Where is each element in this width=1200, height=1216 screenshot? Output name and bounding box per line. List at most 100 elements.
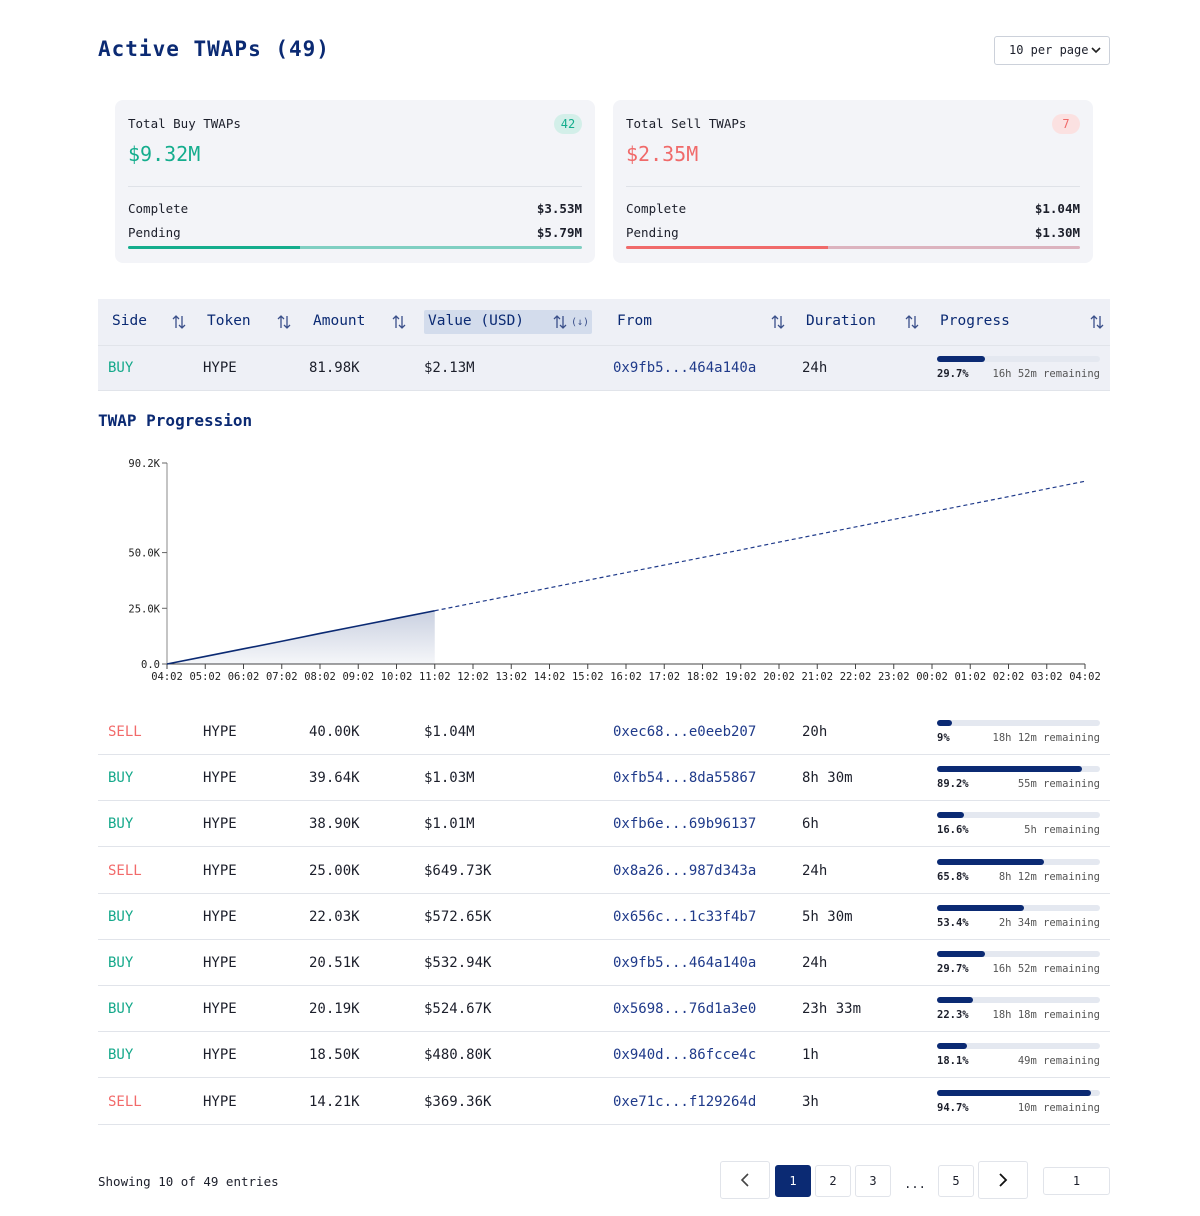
table-row[interactable]: BUY HYPE 20.51K $532.94K 0x9fb5...464a140a 24… [0,940,1200,986]
next-icon [999,1173,1008,1187]
row-background [98,848,1110,894]
sort-icon[interactable] [172,315,186,329]
card-total: $9.32M [128,142,201,166]
table-row[interactable]: SELL HYPE 14.21K $369.36K 0xe71c...f129264d 3… [0,1079,1200,1125]
count-badge: 7 [1052,114,1080,134]
sorted-column-highlight [424,310,592,334]
row-background [98,1032,1110,1079]
value-cell: $649.73K [424,862,492,879]
progress-bar [626,246,1080,249]
token-cell: HYPE [203,770,237,787]
y-tick-label: 90.2K [128,458,160,470]
progress-label: 29.7% [937,368,969,380]
side-cell: SELL [108,724,142,740]
progress-label: 18.1% [937,1055,969,1068]
sort-arrows [392,315,406,329]
token-cell: HYPE [203,862,237,879]
sort-arrows [553,315,567,329]
table-row[interactable]: BUY HYPE 39.64K $1.03M 0xfb54...8da55867 8h 3… [0,755,1200,802]
sort-arrows [771,315,785,329]
x-tick-label: 15:02 [572,671,604,683]
x-tick-label: 05:02 [189,671,221,683]
page-input[interactable]: 1 [1043,1167,1110,1195]
sort-icon[interactable] [392,315,406,329]
next-page[interactable] [978,1161,1028,1199]
x-tick-label: 00:02 [916,671,948,683]
complete-segment [128,246,300,249]
column-header[interactable]: Progress [940,313,1010,329]
table-row[interactable]: SELL HYPE 25.00K $649.73K 0x8a26...987d343a 2… [0,848,1200,894]
side-cell: SELL [108,862,142,879]
sort-arrows [905,315,919,329]
summary-card: Total Sell TWAPs 7 $2.35M Complete $1.04M Pen… [613,100,1093,263]
sort-icon[interactable] [277,315,291,329]
progress-label: 29.7% [937,963,969,975]
line [166,609,435,665]
amount-cell: 40.00K [309,724,360,740]
progress-track [937,720,1100,726]
table-row[interactable]: BUY HYPE 38.90K $1.01M 0xfb6e...69b96137 6h 16… [0,801,1200,848]
column-header[interactable]: Side [112,313,147,329]
value-cell: $524.67K [424,1001,492,1018]
count-badge: 42 [554,114,582,134]
x-tick-label: 21:02 [801,671,833,683]
table-row[interactable]: SELL HYPE 40.00K $1.04M 0xec68...e0eeb207 20h… [0,709,1200,755]
side-cell: BUY [108,816,134,833]
per-page-select[interactable]: 10 per page [994,36,1110,65]
table-row[interactable]: BUY HYPE 20.19K $524.67K 0x5698...76d1a3e0 23… [0,986,1200,1033]
side-cell: BUY [108,360,134,376]
complete-segment [626,246,828,249]
row-background [98,986,1110,1033]
progress-label: 65.8% [937,870,969,883]
complete-label: Complete [626,201,687,216]
side-cell: BUY [108,1001,134,1018]
table-row[interactable]: BUY HYPE 22.03K $572.65K 0x656c...1c33f4b7 5h… [0,894,1200,940]
progress-label: 22.3% [937,1009,969,1022]
value-cell: $2.13M [424,360,475,376]
sort-icon[interactable] [905,315,919,329]
amount-cell: 14.21K [309,1093,360,1110]
pending-value: $5.79M [536,225,582,240]
table-row[interactable]: BUY HYPE 18.50K $480.80K 0x940d...86fcce4c 1h… [0,1032,1200,1079]
x-tick-label: 09:02 [342,671,374,683]
progress-track [937,997,1100,1004]
progress-fill [937,904,1025,911]
remaining-label: 8h 12m remaining [998,870,1100,883]
card-label: Total Sell TWAPs [626,116,747,131]
page-button[interactable]: 2 [815,1165,851,1197]
progress-fill [937,951,986,957]
pending-label: Pending [128,225,181,240]
page-button[interactable]: 1 [775,1165,811,1197]
sort-icon[interactable] [553,315,567,329]
from-cell: 0x8a26...987d343a [613,862,757,879]
sort-icon[interactable] [771,315,785,329]
table-row[interactable]: BUY HYPE 81.98K $2.13M 0x9fb5...464a140a 24h 2… [0,345,1200,391]
side-cell: SELL [108,1093,142,1110]
remaining-label: 49m remaining [1017,1055,1100,1068]
x-tick-label: 13:02 [495,671,527,683]
column-header[interactable]: Token [207,313,251,329]
progress-fill [937,1043,967,1050]
x-tick-label: 04:02 [1069,671,1101,683]
complete-label: Complete [128,201,189,216]
page-button[interactable]: 5 [938,1165,974,1197]
progress-bar [128,246,582,249]
remaining-label: 2h 34m remaining [998,916,1100,929]
prev-page[interactable] [720,1161,770,1199]
column-header[interactable]: Duration [806,313,876,329]
card-total: $2.35M [626,142,699,166]
progress-fill [937,812,965,819]
page-button[interactable]: 3 [855,1165,891,1197]
progress-fill [937,766,1083,773]
sort-icon[interactable] [1090,315,1104,329]
column-header[interactable]: Amount [313,313,366,329]
x-tick-label: 23:02 [878,671,910,683]
duration-cell: 3h [802,1093,819,1110]
column-header[interactable]: Value (USD) [428,313,525,329]
column-header[interactable]: From [617,313,652,329]
x-tick-label: 16:02 [610,671,642,683]
chart: TWAP Progression 0.0 25.0K 50.0K 90.2K 04:02 0… [98,411,1101,683]
progress-fill [937,1089,1092,1096]
amount-cell: 20.51K [309,955,360,971]
x-tick-label: 06:02 [228,671,260,683]
